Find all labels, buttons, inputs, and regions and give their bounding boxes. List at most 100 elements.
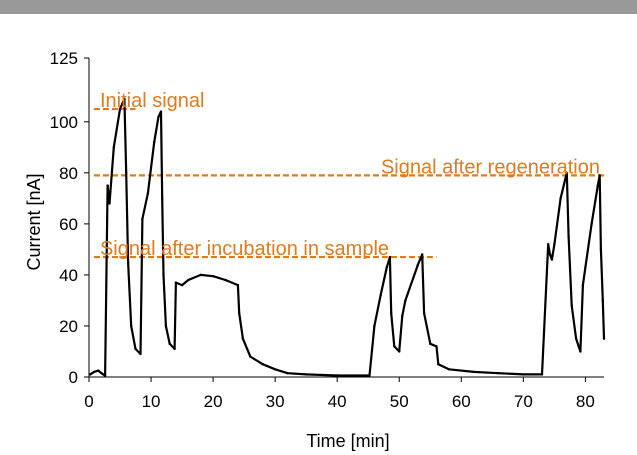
y-tick-label: 100	[50, 113, 78, 132]
data-point	[598, 174, 601, 177]
data-point	[161, 197, 164, 200]
data-point	[286, 371, 289, 375]
data-point	[559, 197, 562, 200]
data-point	[106, 184, 109, 187]
data-point	[126, 260, 130, 264]
data-point	[398, 350, 401, 353]
data-point	[389, 312, 393, 315]
x-tick-label: 10	[142, 392, 161, 411]
data-point	[159, 110, 163, 113]
data-point	[164, 324, 168, 328]
y-ticks: 0 20 40 60 80 100 125	[50, 49, 89, 387]
data-point	[420, 253, 424, 256]
x-tick-label: 20	[204, 392, 223, 411]
data-point	[304, 373, 308, 376]
y-tick-label: 80	[59, 164, 78, 183]
data-point	[236, 283, 240, 287]
data-point	[416, 263, 420, 266]
data-point	[373, 324, 376, 328]
data-point	[211, 274, 215, 278]
y-tick-label: 60	[59, 215, 78, 234]
data-point	[590, 222, 593, 226]
data-point	[584, 266, 587, 269]
data-point	[97, 369, 100, 372]
data-point	[437, 363, 440, 366]
data-point	[241, 337, 245, 340]
data-point	[401, 314, 404, 317]
data-point	[125, 171, 128, 175]
data-point	[540, 373, 544, 376]
data-point	[567, 235, 570, 238]
data-point	[108, 202, 111, 205]
data-point	[174, 281, 178, 284]
data-point	[546, 243, 550, 246]
data-point	[134, 347, 137, 351]
data-point	[224, 278, 227, 282]
data-point	[123, 97, 126, 101]
data-point	[472, 370, 475, 374]
y-tick-label: 20	[59, 317, 78, 336]
data-point	[429, 342, 432, 346]
data-point	[199, 273, 202, 277]
data-point	[553, 243, 556, 246]
reference-line-label: Initial signal	[100, 90, 205, 112]
axes: 0 10 20 30 40 50 60 70 80 0 20 40 60 80 100 125	[50, 49, 604, 411]
data-point	[601, 299, 604, 302]
data-point	[249, 355, 252, 358]
y-tick-label: 0	[69, 368, 78, 387]
data-point	[393, 345, 396, 348]
reference-lines	[93, 107, 604, 259]
data-point	[550, 258, 554, 261]
data-point	[157, 115, 160, 118]
reference-line-label: Signal after regeneration	[381, 156, 600, 178]
y-tick-label: 125	[50, 49, 78, 68]
data-point	[103, 374, 107, 377]
data-point	[522, 373, 525, 376]
x-tick-label: 70	[514, 392, 533, 411]
x-tick-label: 60	[452, 392, 471, 411]
data-point	[273, 368, 277, 371]
series-layer	[89, 97, 606, 377]
top-divider-bar	[0, 0, 637, 14]
reference-labels: Initial signal Signal after regeneration S…	[100, 90, 600, 260]
data-point	[404, 299, 407, 302]
data-point	[579, 350, 582, 353]
x-ticks: 0 10 20 30 40 50 60 70 80	[84, 377, 595, 411]
data-point	[118, 107, 122, 111]
data-point	[574, 337, 578, 340]
data-point	[180, 283, 184, 287]
data-point	[100, 371, 103, 375]
data-point	[570, 304, 573, 307]
data-point	[335, 374, 339, 377]
data-point	[162, 273, 165, 277]
data-point	[368, 374, 371, 377]
y-tick-label: 40	[59, 266, 78, 285]
data-point	[435, 345, 438, 348]
x-tick-label: 50	[390, 392, 409, 411]
data-point	[596, 184, 599, 187]
data-point	[89, 373, 92, 376]
data-point	[388, 255, 392, 259]
data-point	[152, 141, 156, 144]
data-point	[168, 342, 171, 346]
x-tick-label: 80	[576, 392, 595, 411]
data-point	[379, 294, 382, 297]
data-point	[565, 171, 568, 175]
data-point	[112, 146, 116, 149]
data-point	[602, 337, 606, 340]
x-tick-label: 30	[266, 392, 285, 411]
data-point	[447, 368, 451, 371]
data-point	[581, 283, 585, 287]
data-point	[422, 312, 426, 315]
data-point	[146, 192, 150, 195]
data-point	[92, 370, 96, 374]
data-point	[261, 363, 264, 366]
data-point	[548, 253, 552, 256]
data-point	[385, 266, 389, 269]
x-tick-label: 40	[328, 392, 347, 411]
y-axis-title: Current [nA]	[24, 173, 44, 270]
x-axis-title: Time [min]	[306, 431, 389, 451]
reference-line-label: Signal after incubation in sample	[100, 238, 389, 260]
data-point	[497, 371, 500, 375]
